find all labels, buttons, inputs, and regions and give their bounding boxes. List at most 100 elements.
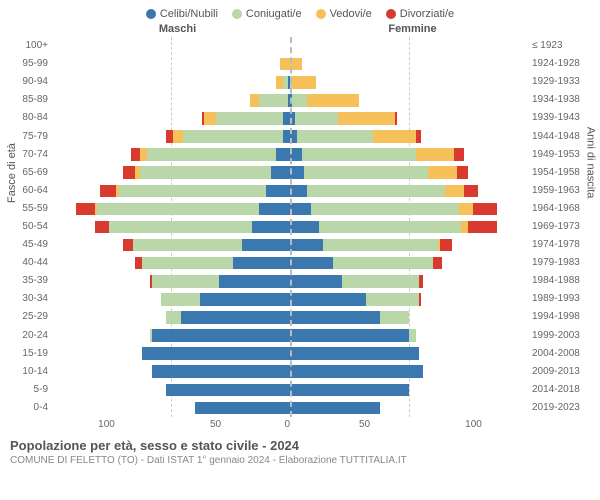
legend-label: Celibi/Nubili: [160, 8, 218, 20]
legend-item: Coniugati/e: [232, 8, 302, 20]
birth-label: 2004-2008: [532, 345, 590, 363]
bar-row-male: [52, 218, 290, 236]
legend-label: Coniugati/e: [246, 8, 302, 20]
seg-c: [290, 293, 366, 306]
bar-row-male: [52, 381, 290, 399]
seg-co: [140, 166, 271, 179]
age-label: 50-54: [10, 218, 48, 236]
seg-c: [290, 221, 319, 234]
birth-label: 1944-1948: [532, 127, 590, 145]
bar-row-male: [52, 327, 290, 345]
legend-swatch: [146, 9, 156, 19]
seg-d: [464, 185, 478, 198]
bar-row-female: [290, 236, 528, 254]
seg-c: [252, 221, 290, 234]
birth-label: 1959-1963: [532, 182, 590, 200]
seg-c: [219, 275, 290, 288]
bar-row-male: [52, 109, 290, 127]
seg-c: [290, 239, 323, 252]
seg-c: [259, 203, 290, 216]
bar-row-female: [290, 109, 528, 127]
age-label: 5-9: [10, 381, 48, 399]
age-label: 90-94: [10, 73, 48, 91]
seg-v: [307, 94, 359, 107]
birth-label: 1954-1958: [532, 164, 590, 182]
seg-co: [302, 148, 416, 161]
birth-label: 1984-1988: [532, 272, 590, 290]
seg-c: [283, 130, 290, 143]
birth-label: 1949-1953: [532, 146, 590, 164]
legend-item: Vedovi/e: [316, 8, 372, 20]
footer: Popolazione per età, sesso e stato civil…: [10, 438, 590, 466]
bar-row-male: [52, 308, 290, 326]
bar-row-female: [290, 363, 528, 381]
seg-d: [433, 257, 443, 270]
seg-c: [195, 402, 290, 415]
x-tick: 0: [270, 419, 290, 430]
bar-row-female: [290, 327, 528, 345]
birth-label: 1924-1928: [532, 55, 590, 73]
x-tick: [290, 419, 310, 430]
seg-v: [250, 94, 260, 107]
seg-c: [290, 203, 311, 216]
bar-row-female: [290, 308, 528, 326]
seg-co: [304, 166, 428, 179]
bar-row-male: [52, 37, 290, 55]
seg-c: [290, 384, 409, 397]
age-label: 100+: [10, 37, 48, 55]
seg-co: [152, 275, 219, 288]
chart-title: Popolazione per età, sesso e stato civil…: [10, 438, 590, 453]
seg-c: [290, 365, 423, 378]
seg-v: [416, 148, 454, 161]
seg-d: [457, 166, 469, 179]
bar-row-male: [52, 363, 290, 381]
birth-label: 1989-1993: [532, 290, 590, 308]
age-label: 35-39: [10, 272, 48, 290]
seg-co: [295, 112, 338, 125]
seg-v: [276, 76, 283, 89]
birth-label: 2014-2018: [532, 381, 590, 399]
bar-row-female: [290, 218, 528, 236]
seg-d: [100, 185, 117, 198]
y-left-title: Fasce di età: [6, 143, 18, 203]
bar-row-male: [52, 200, 290, 218]
legend-swatch: [316, 9, 326, 19]
legend-item: Celibi/Nubili: [146, 8, 218, 20]
age-label: 20-24: [10, 327, 48, 345]
seg-c: [290, 347, 419, 360]
chart-area: Fasce di età Anni di nascita 100+95-9990…: [10, 37, 590, 417]
seg-v: [280, 58, 290, 71]
seg-co: [333, 257, 433, 270]
x-tick: 50: [310, 419, 419, 430]
bar-row-male: [52, 127, 290, 145]
bar-row-male: [52, 164, 290, 182]
chart-subtitle: COMUNE DI FELETTO (TO) - Dati ISTAT 1° g…: [10, 455, 590, 466]
seg-d: [440, 239, 452, 252]
birth-label: 1994-1998: [532, 308, 590, 326]
birth-label: 1934-1938: [532, 91, 590, 109]
seg-co: [97, 203, 259, 216]
seg-co: [133, 239, 242, 252]
bar-row-male: [52, 91, 290, 109]
bar-row-female: [290, 146, 528, 164]
age-label: 10-14: [10, 363, 48, 381]
bar-row-female: [290, 290, 528, 308]
seg-co: [323, 239, 437, 252]
seg-v: [338, 112, 395, 125]
birth-label: ≤ 1923: [532, 37, 590, 55]
age-label: 40-44: [10, 254, 48, 272]
seg-co: [161, 293, 199, 306]
age-label: 45-49: [10, 236, 48, 254]
seg-v: [445, 185, 464, 198]
seg-v: [373, 130, 416, 143]
seg-d: [123, 239, 133, 252]
seg-c: [200, 293, 290, 306]
seg-v: [140, 148, 147, 161]
seg-co: [319, 221, 462, 234]
bar-row-female: [290, 381, 528, 399]
seg-c: [152, 365, 290, 378]
age-label: 25-29: [10, 308, 48, 326]
bar-row-male: [52, 399, 290, 417]
seg-c: [271, 166, 290, 179]
age-label: 95-99: [10, 55, 48, 73]
